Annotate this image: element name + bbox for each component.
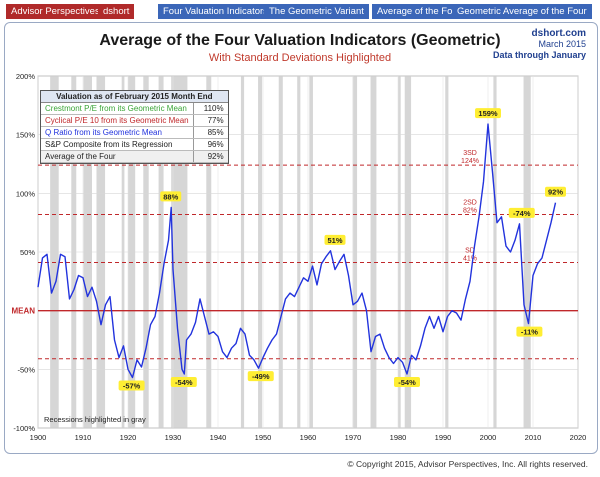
dshort-link[interactable]: dshort xyxy=(98,4,135,19)
y-tick-label: -100% xyxy=(13,424,35,433)
annotation-label: -74% xyxy=(513,209,531,218)
x-tick-label: 2000 xyxy=(480,433,497,442)
annotation-label: -57% xyxy=(123,382,141,391)
annotation-label: -54% xyxy=(175,378,193,387)
x-tick-label: 1990 xyxy=(435,433,452,442)
brand-link[interactable]: Advisor Perspectives xyxy=(6,4,105,19)
chart-title: Average of the Four Valuation Indicators… xyxy=(99,32,501,49)
y-tick-label: -50% xyxy=(17,365,35,374)
table-row: Cyclical P/E 10 from its Geometric Mean … xyxy=(41,114,228,127)
x-tick-label: 1970 xyxy=(345,433,362,442)
x-tick-label: 1980 xyxy=(390,433,407,442)
brand-name: dshort.com xyxy=(531,28,586,39)
annotations: 88% -57% -54% -49% 51% -54% 159% -74% -11% 92% xyxy=(118,108,566,391)
copyright-text: © Copyright 2015, Advisor Perspectives, … xyxy=(347,459,588,469)
annotation-label: 51% xyxy=(327,236,342,245)
axes: 1900 1910 1920 1930 1940 1950 1960 1970 1980 1990… xyxy=(11,72,586,442)
series-layer xyxy=(37,123,557,379)
y-tick-label: 200% xyxy=(16,72,36,81)
annotation-label: 88% xyxy=(163,192,178,201)
nav-tab-average-four[interactable]: Average of the Four xyxy=(372,4,466,19)
y-tick-label: 100% xyxy=(16,189,36,198)
x-tick-label: 2010 xyxy=(525,433,542,442)
x-tick-label: 1960 xyxy=(300,433,317,442)
annotation-badge xyxy=(170,377,197,388)
y-tick-label: MEAN xyxy=(11,307,35,316)
row-label-sp-regression: S&P Composite from its Regression xyxy=(41,138,194,151)
sd-label: 2SD xyxy=(463,199,477,206)
table-row: Crestmont P/E from its Geometric Mean 11… xyxy=(41,103,228,115)
chart-subtitle: With Standard Deviations Highlighted xyxy=(208,52,392,64)
annotation-label: -11% xyxy=(521,328,538,337)
brand-block: dshort.com March 2015 Data through Janua… xyxy=(493,28,586,61)
x-tick-label: 1920 xyxy=(120,433,137,442)
annotation-label: -54% xyxy=(398,378,416,387)
average-series-line xyxy=(37,123,557,379)
annotation-badge xyxy=(508,207,535,218)
sd-label: SD xyxy=(465,248,475,255)
x-tick-label: 1940 xyxy=(210,433,227,442)
row-value-qratio: 85% xyxy=(192,126,228,139)
y-tick-label: 150% xyxy=(16,131,36,140)
annotation-label: 159% xyxy=(478,109,498,118)
sd-value-label: 82% xyxy=(463,207,477,214)
valuation-table-header: Valuation as of February 2015 Month End xyxy=(41,91,228,103)
recession-note: Recessions highlighted in gray xyxy=(44,415,146,424)
annotation-label: -49% xyxy=(252,372,270,381)
annotation-badge xyxy=(324,234,346,245)
nav-tab-geometric-average[interactable]: Geometric Average of the Four xyxy=(452,4,592,19)
row-value-average: 92% xyxy=(192,150,228,163)
nav-tab-four-valuation[interactable]: Four Valuation Indicators xyxy=(158,4,273,19)
x-tick-label: 1910 xyxy=(75,433,92,442)
annotation-badge xyxy=(545,186,566,197)
table-row: Q Ratio from its Geometric Mean 85% xyxy=(41,126,228,139)
x-tick-label: 1900 xyxy=(30,433,47,442)
annotation-badge xyxy=(247,371,274,382)
annotation-badge xyxy=(160,191,182,202)
x-tick-label: 1930 xyxy=(165,433,182,442)
row-label-qratio: Q Ratio from its Geometric Mean xyxy=(41,126,194,139)
annotation-badge xyxy=(394,377,420,388)
annotation-badge xyxy=(516,326,543,337)
annotation-label: 92% xyxy=(548,188,563,197)
sd-value-label: 124% xyxy=(461,158,479,165)
table-row: Average of the Four 92% xyxy=(41,150,228,163)
row-label-pe10: Cyclical P/E 10 from its Geometric Mean xyxy=(41,114,194,127)
row-label-crestmont: Crestmont P/E from its Geometric Mean xyxy=(41,103,194,115)
annotation-badge xyxy=(118,380,145,391)
valuation-table: Valuation as of February 2015 Month End … xyxy=(40,90,229,164)
data-note: Data through January xyxy=(492,50,586,60)
report-date: March 2015 xyxy=(538,39,586,49)
row-value-pe10: 77% xyxy=(192,114,228,127)
top-nav-bar: Advisor Perspectives dshort Four Valuati… xyxy=(6,4,594,20)
sd-label: 3SD xyxy=(463,150,477,157)
row-value-sp-regression: 96% xyxy=(192,138,228,151)
x-tick-label: 1950 xyxy=(255,433,272,442)
row-value-crestmont: 110% xyxy=(192,103,228,115)
table-row: S&P Composite from its Regression 96% xyxy=(41,138,228,151)
annotation-badge xyxy=(475,108,501,119)
nav-tab-geometric-variant[interactable]: The Geometric Variant xyxy=(264,4,369,19)
row-label-average: Average of the Four xyxy=(41,150,194,163)
y-tick-label: 50% xyxy=(20,248,35,257)
sd-value-label: 41% xyxy=(463,256,477,263)
x-tick-label: 2020 xyxy=(570,433,587,442)
